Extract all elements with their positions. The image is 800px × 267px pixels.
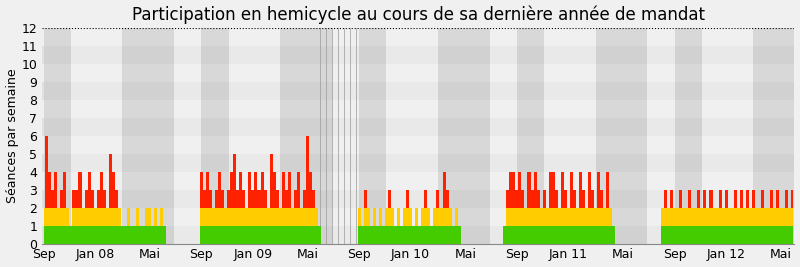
Bar: [596, 28, 647, 244]
Bar: [332, 28, 359, 244]
Bar: [122, 28, 174, 244]
Bar: [359, 28, 386, 244]
Bar: [202, 28, 229, 244]
Bar: [702, 28, 754, 244]
Bar: [42, 226, 794, 244]
Bar: [42, 100, 794, 118]
Bar: [754, 28, 796, 244]
Bar: [71, 28, 122, 244]
Bar: [438, 28, 490, 244]
Title: Participation en hemicycle au cours de sa dernière année de mandat: Participation en hemicycle au cours de s…: [132, 6, 705, 24]
Bar: [42, 118, 794, 136]
Bar: [42, 208, 794, 226]
Bar: [42, 154, 794, 172]
Bar: [386, 28, 438, 244]
Bar: [174, 28, 202, 244]
Bar: [229, 28, 280, 244]
Bar: [42, 190, 794, 208]
Bar: [42, 82, 794, 100]
Y-axis label: Séances par semaine: Séances par semaine: [6, 69, 18, 203]
Bar: [42, 28, 794, 46]
Bar: [280, 28, 332, 244]
Bar: [42, 46, 794, 64]
Bar: [490, 28, 517, 244]
Bar: [42, 64, 794, 82]
Bar: [517, 28, 544, 244]
Bar: [544, 28, 596, 244]
Bar: [647, 28, 674, 244]
Bar: [43, 28, 71, 244]
Bar: [42, 136, 794, 154]
Bar: [674, 28, 702, 244]
Bar: [42, 172, 794, 190]
